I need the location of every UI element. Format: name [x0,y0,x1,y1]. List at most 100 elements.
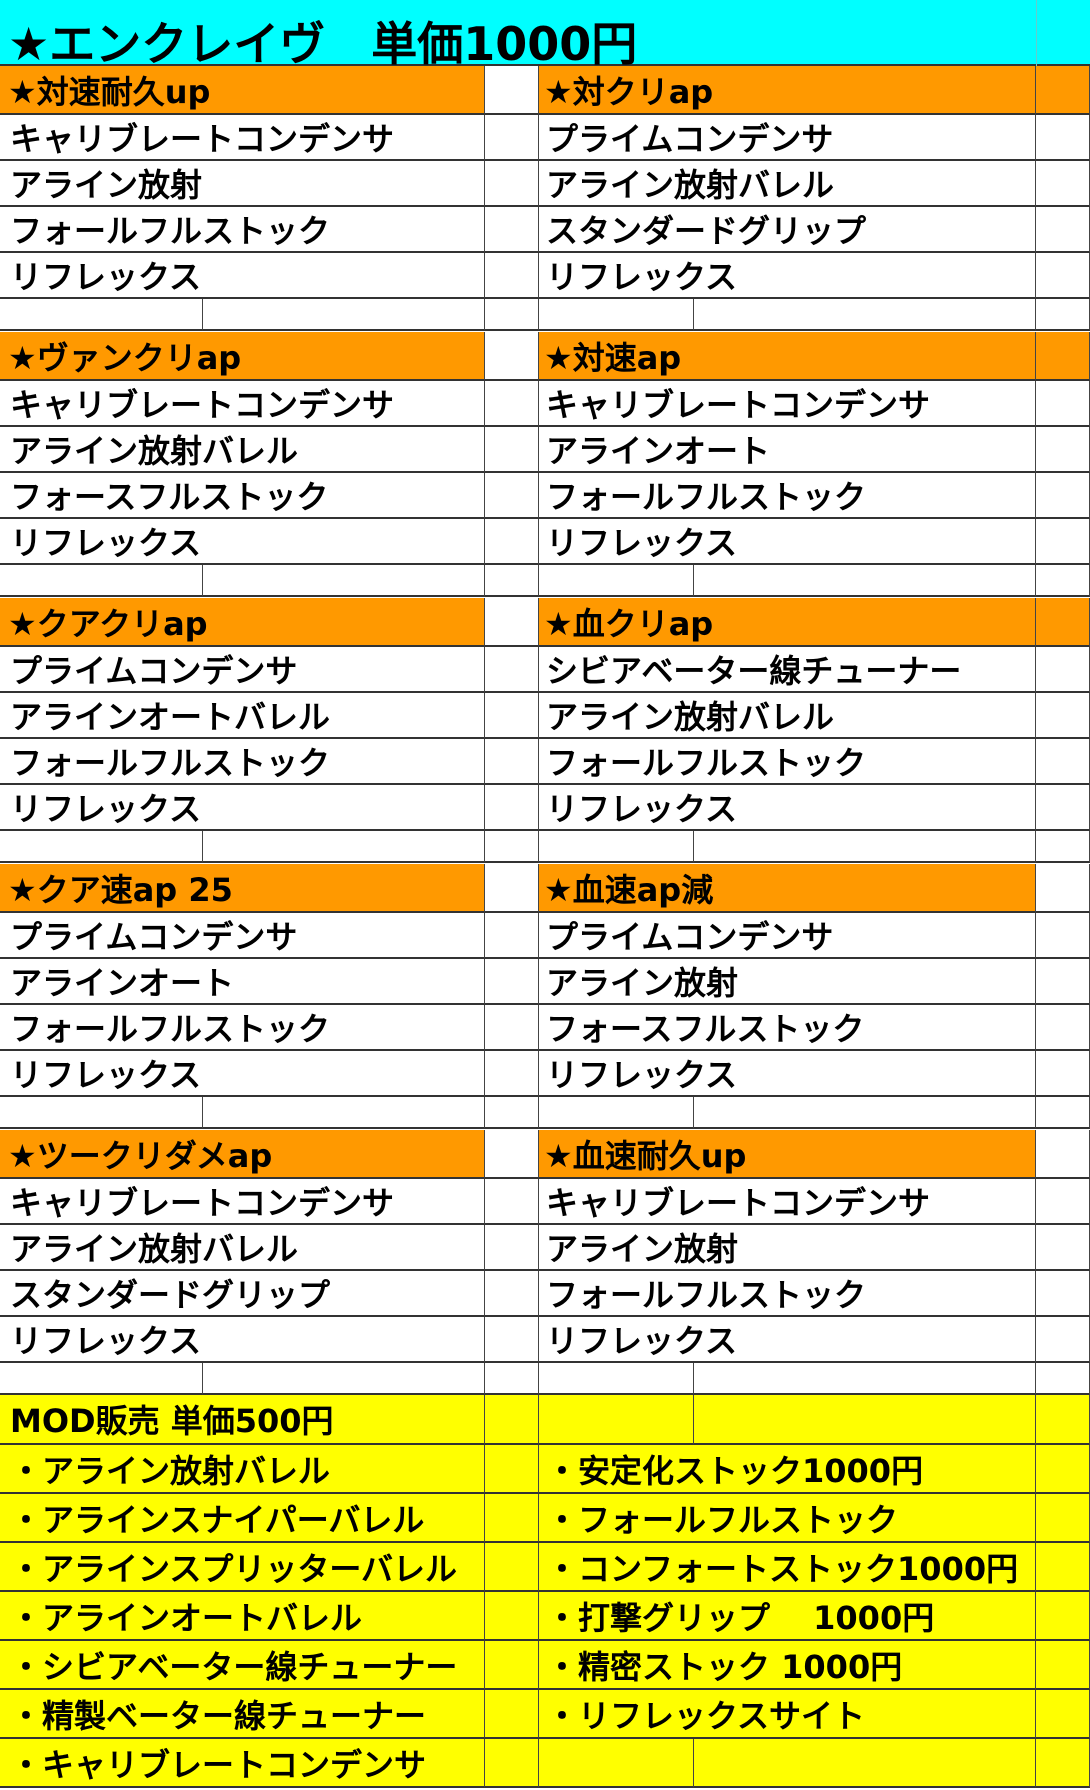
mod-cell[interactable] [485,1543,539,1592]
extra-cell[interactable] [1036,381,1090,427]
empty-cell[interactable] [485,299,539,331]
empty-cell[interactable] [203,1363,485,1395]
table-cell[interactable] [539,473,1036,519]
gap-cell[interactable] [485,1005,539,1051]
mod-cell[interactable] [1036,1641,1090,1690]
gap-cell[interactable] [485,427,539,473]
mod-cell[interactable] [0,1543,485,1592]
extra-cell[interactable] [1036,647,1090,693]
gap-cell[interactable] [485,693,539,739]
section-header-cell[interactable] [539,66,1036,115]
mod-header-cell[interactable] [0,1395,485,1445]
extra-cell[interactable] [1036,1130,1090,1179]
extra-cell[interactable] [1036,913,1090,959]
gap-cell[interactable] [485,1317,539,1363]
gap-cell[interactable] [485,959,539,1005]
gap-cell[interactable] [485,1271,539,1317]
mod-header-cell[interactable] [694,1395,1036,1445]
mod-cell[interactable] [485,1739,539,1788]
mod-cell[interactable] [485,1641,539,1690]
extra-cell[interactable] [1036,1051,1090,1097]
section-header-cell[interactable] [539,1130,1036,1179]
gap-cell[interactable] [485,1051,539,1097]
table-cell[interactable] [0,427,485,473]
gap-cell[interactable] [485,253,539,299]
table-cell[interactable] [0,161,485,207]
table-cell[interactable] [0,381,485,427]
table-cell[interactable] [539,1179,1036,1225]
extra-cell[interactable] [1036,427,1090,473]
mod-header-cell[interactable] [539,1395,694,1445]
mod-cell[interactable] [0,1592,485,1641]
section-header-cell[interactable] [539,598,1036,647]
extra-cell[interactable] [1036,1317,1090,1363]
extra-cell[interactable] [1036,785,1090,831]
table-cell[interactable] [0,739,485,785]
table-cell[interactable] [0,1051,485,1097]
empty-cell[interactable] [694,1363,1036,1395]
section-header-cell[interactable] [0,598,485,647]
mod-header-cell[interactable] [1036,1395,1090,1445]
gap-cell[interactable] [485,473,539,519]
empty-cell[interactable] [0,299,203,331]
mod-cell[interactable] [1036,1739,1090,1788]
table-cell[interactable] [539,1271,1036,1317]
mod-cell[interactable] [485,1592,539,1641]
empty-cell[interactable] [1036,831,1090,863]
empty-cell[interactable] [485,565,539,597]
gap-cell[interactable] [485,864,539,913]
gap-cell[interactable] [485,66,539,115]
table-cell[interactable] [539,785,1036,831]
empty-cell[interactable] [485,1363,539,1395]
empty-cell[interactable] [539,299,694,331]
table-cell[interactable] [539,693,1036,739]
mod-cell[interactable] [0,1445,485,1494]
empty-cell[interactable] [539,1097,694,1129]
table-cell[interactable] [0,207,485,253]
empty-cell[interactable] [203,831,485,863]
empty-cell[interactable] [539,831,694,863]
gap-cell[interactable] [485,519,539,565]
gap-cell[interactable] [485,913,539,959]
table-cell[interactable] [539,519,1036,565]
table-cell[interactable] [0,1225,485,1271]
gap-cell[interactable] [485,381,539,427]
extra-cell[interactable] [1036,473,1090,519]
section-header-cell[interactable] [539,864,1036,913]
table-cell[interactable] [539,913,1036,959]
mod-cell[interactable] [0,1641,485,1690]
extra-cell[interactable] [1036,332,1090,381]
empty-cell[interactable] [1036,1097,1090,1129]
gap-cell[interactable] [485,598,539,647]
mod-cell[interactable] [539,1543,1036,1592]
gap-cell[interactable] [485,115,539,161]
table-cell[interactable] [0,785,485,831]
empty-cell[interactable] [1036,565,1090,597]
extra-cell[interactable] [1036,253,1090,299]
table-cell[interactable] [0,115,485,161]
empty-cell[interactable] [694,1097,1036,1129]
section-header-cell[interactable] [0,66,485,115]
mod-cell[interactable] [539,1641,1036,1690]
empty-cell[interactable] [694,565,1036,597]
gap-cell[interactable] [485,207,539,253]
gap-cell[interactable] [485,1179,539,1225]
extra-cell[interactable] [1036,864,1090,913]
empty-cell[interactable] [1036,299,1090,331]
table-cell[interactable] [539,1225,1036,1271]
mod-cell[interactable] [539,1690,1036,1739]
table-cell[interactable] [539,739,1036,785]
table-cell[interactable] [0,253,485,299]
extra-cell[interactable] [1036,207,1090,253]
empty-cell[interactable] [0,831,203,863]
extra-cell[interactable] [1036,66,1090,115]
empty-cell[interactable] [0,565,203,597]
extra-cell[interactable] [1036,693,1090,739]
table-cell[interactable] [539,959,1036,1005]
table-cell[interactable] [539,427,1036,473]
table-cell[interactable] [539,253,1036,299]
table-cell[interactable] [0,1179,485,1225]
table-cell[interactable] [539,1317,1036,1363]
table-cell[interactable] [539,1051,1036,1097]
gap-cell[interactable] [485,647,539,693]
